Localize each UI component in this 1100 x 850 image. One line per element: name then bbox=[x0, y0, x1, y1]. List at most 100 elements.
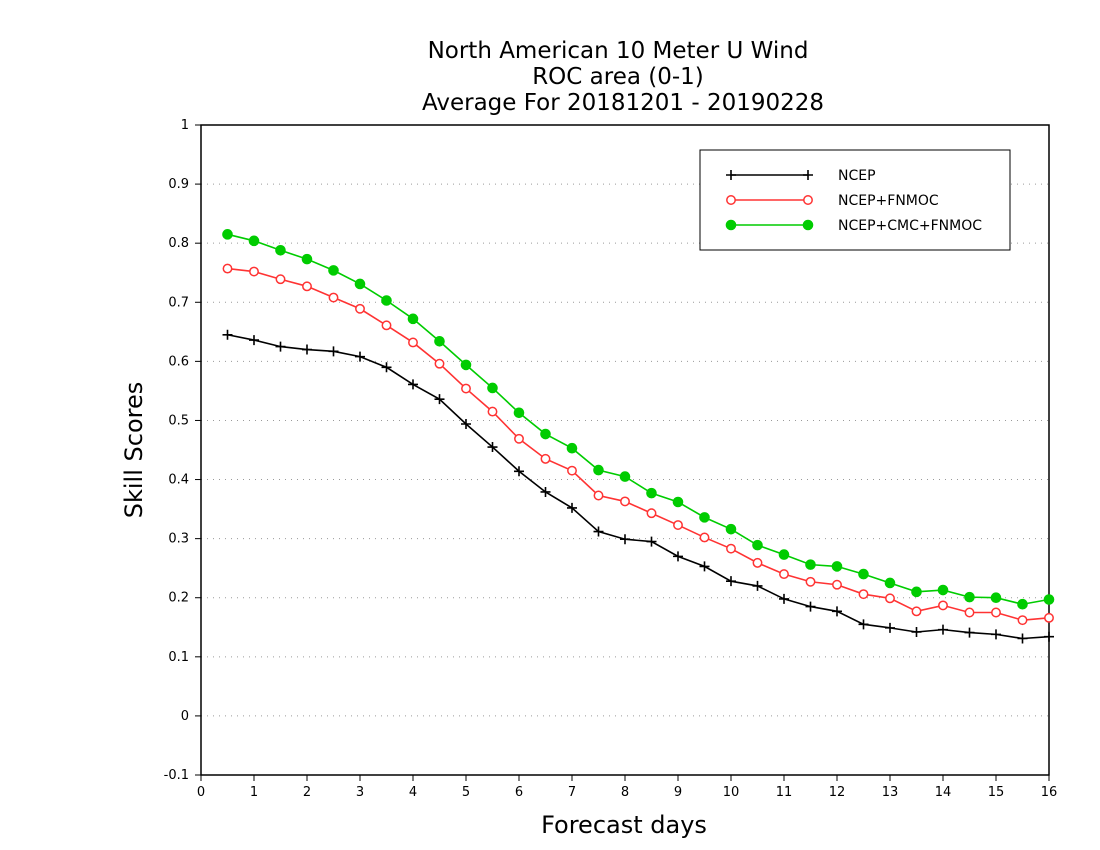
data-point-ncep-cmc-fnmoc bbox=[513, 407, 525, 419]
data-point-ncep-fnmoc bbox=[620, 496, 630, 507]
data-point-ncep-fnmoc bbox=[1017, 615, 1028, 626]
data-point-ncep bbox=[1017, 633, 1028, 644]
data-point-ncep-cmc-fnmoc bbox=[990, 592, 1002, 604]
x-tick-label: 8 bbox=[621, 785, 629, 800]
x-tick-label: 9 bbox=[674, 785, 682, 800]
x-tick-label: 3 bbox=[356, 785, 364, 800]
data-point-ncep-fnmoc bbox=[487, 406, 498, 417]
x-tick-label: 0 bbox=[197, 785, 205, 800]
y-tick-label: -0.1 bbox=[164, 768, 189, 783]
data-point-ncep bbox=[911, 627, 922, 637]
data-point-ncep bbox=[779, 593, 789, 604]
x-tick-label: 4 bbox=[409, 785, 417, 800]
data-point-ncep-fnmoc bbox=[964, 607, 975, 618]
data-point-ncep bbox=[805, 601, 816, 612]
data-point-ncep-fnmoc bbox=[302, 281, 312, 292]
data-point-ncep bbox=[726, 576, 736, 587]
series-ncep-fnmoc bbox=[222, 263, 1054, 626]
legend: NCEP NCEP+FNMOC NCEP+CMC+FNMOC bbox=[699, 149, 1011, 251]
data-point-ncep bbox=[381, 362, 392, 373]
x-tick-label: 5 bbox=[462, 785, 470, 800]
legend-marker-ncep-cmc-fnmoc bbox=[725, 219, 737, 231]
data-point-ncep-fnmoc bbox=[779, 569, 789, 580]
data-point-ncep-cmc-fnmoc bbox=[884, 577, 896, 589]
data-point-ncep-cmc-fnmoc bbox=[1043, 594, 1055, 605]
grid bbox=[201, 183, 1049, 717]
data-point-ncep-cmc-fnmoc bbox=[460, 359, 472, 371]
data-point-ncep-fnmoc bbox=[328, 292, 339, 303]
data-point-ncep-cmc-fnmoc bbox=[725, 523, 737, 535]
y-tick-label: 0.5 bbox=[168, 413, 189, 428]
x-tick-label: 6 bbox=[515, 785, 523, 800]
data-point-ncep bbox=[938, 624, 948, 635]
legend-marker-ncep-cmc-fnmoc bbox=[802, 219, 814, 231]
data-point-ncep bbox=[408, 379, 418, 390]
legend-label-ncep-fnmoc: NCEP+FNMOC bbox=[838, 193, 939, 209]
y-tick-label: 0.1 bbox=[168, 650, 189, 665]
data-point-ncep bbox=[858, 619, 869, 630]
data-point-ncep-fnmoc bbox=[832, 579, 842, 590]
data-point-ncep bbox=[699, 561, 710, 572]
data-point-ncep-cmc-fnmoc bbox=[964, 591, 975, 603]
data-point-ncep-fnmoc bbox=[938, 600, 948, 611]
data-point-ncep-fnmoc bbox=[805, 576, 816, 587]
x-tick-label: 1 bbox=[250, 785, 258, 800]
data-point-ncep bbox=[567, 502, 577, 513]
data-point-ncep-cmc-fnmoc bbox=[937, 584, 949, 596]
axis-ticks: -0.100.10.20.30.40.50.60.70.80.910 1 2 3 4 5 6… bbox=[164, 118, 1058, 800]
legend-marker-ncep-fnmoc bbox=[726, 195, 736, 205]
x-tick-label: 15 bbox=[988, 785, 1005, 800]
data-point-ncep-fnmoc bbox=[222, 263, 233, 274]
data-point-ncep-fnmoc bbox=[514, 433, 524, 444]
data-point-ncep-cmc-fnmoc bbox=[301, 253, 313, 265]
data-point-ncep bbox=[593, 526, 604, 537]
data-point-ncep bbox=[302, 344, 312, 355]
data-point-ncep-fnmoc bbox=[1044, 612, 1054, 623]
data-point-ncep-fnmoc bbox=[858, 589, 869, 600]
data-point-ncep bbox=[487, 442, 498, 453]
data-point-ncep-cmc-fnmoc bbox=[328, 265, 339, 276]
x-tick-label: 10 bbox=[723, 785, 740, 800]
series-line-ncep-fnmoc bbox=[227, 267, 1050, 621]
data-point-ncep-cmc-fnmoc bbox=[354, 278, 366, 290]
data-point-ncep-cmc-fnmoc bbox=[699, 512, 710, 523]
data-point-ncep-cmc-fnmoc bbox=[646, 487, 657, 499]
data-point-ncep bbox=[355, 351, 365, 362]
data-point-ncep-fnmoc bbox=[673, 520, 683, 530]
data-point-ncep bbox=[964, 627, 975, 638]
data-point-ncep bbox=[673, 551, 683, 562]
x-tick-label: 16 bbox=[1041, 785, 1058, 800]
y-tick-label: 0.3 bbox=[168, 532, 189, 547]
data-point-ncep-fnmoc bbox=[646, 508, 657, 519]
legend-marker-ncep-fnmoc bbox=[803, 195, 813, 205]
data-point-ncep bbox=[328, 346, 339, 357]
y-tick-label: 0 bbox=[181, 709, 189, 724]
data-point-ncep bbox=[540, 486, 551, 497]
data-point-ncep-fnmoc bbox=[752, 557, 763, 568]
data-point-ncep bbox=[434, 394, 445, 405]
data-point-ncep bbox=[885, 622, 895, 633]
data-point-ncep-cmc-fnmoc bbox=[593, 464, 604, 476]
data-point-ncep-cmc-fnmoc bbox=[540, 428, 551, 440]
x-tick-label: 13 bbox=[882, 785, 899, 800]
data-point-ncep-fnmoc bbox=[540, 453, 551, 464]
data-point-ncep-cmc-fnmoc bbox=[858, 568, 869, 580]
series-ncep-cmc-fnmoc bbox=[222, 229, 1055, 610]
data-point-ncep-fnmoc bbox=[567, 465, 577, 476]
series-lines bbox=[222, 229, 1055, 644]
data-point-ncep bbox=[646, 536, 657, 547]
data-point-ncep-cmc-fnmoc bbox=[805, 559, 816, 570]
data-point-ncep bbox=[461, 419, 471, 429]
data-point-ncep-cmc-fnmoc bbox=[381, 295, 392, 306]
data-point-ncep-cmc-fnmoc bbox=[407, 313, 419, 325]
data-point-ncep bbox=[222, 329, 233, 340]
x-tick-label: 11 bbox=[776, 785, 793, 800]
data-point-ncep-cmc-fnmoc bbox=[619, 471, 631, 482]
data-point-ncep-cmc-fnmoc bbox=[752, 539, 763, 551]
data-point-ncep-fnmoc bbox=[991, 607, 1001, 618]
data-point-ncep-fnmoc bbox=[699, 532, 710, 543]
data-point-ncep-cmc-fnmoc bbox=[911, 586, 922, 598]
data-point-ncep bbox=[249, 335, 259, 346]
y-tick-label: 0.7 bbox=[168, 295, 189, 310]
chart-title: North American 10 Meter U Wind ROC area … bbox=[422, 38, 824, 116]
